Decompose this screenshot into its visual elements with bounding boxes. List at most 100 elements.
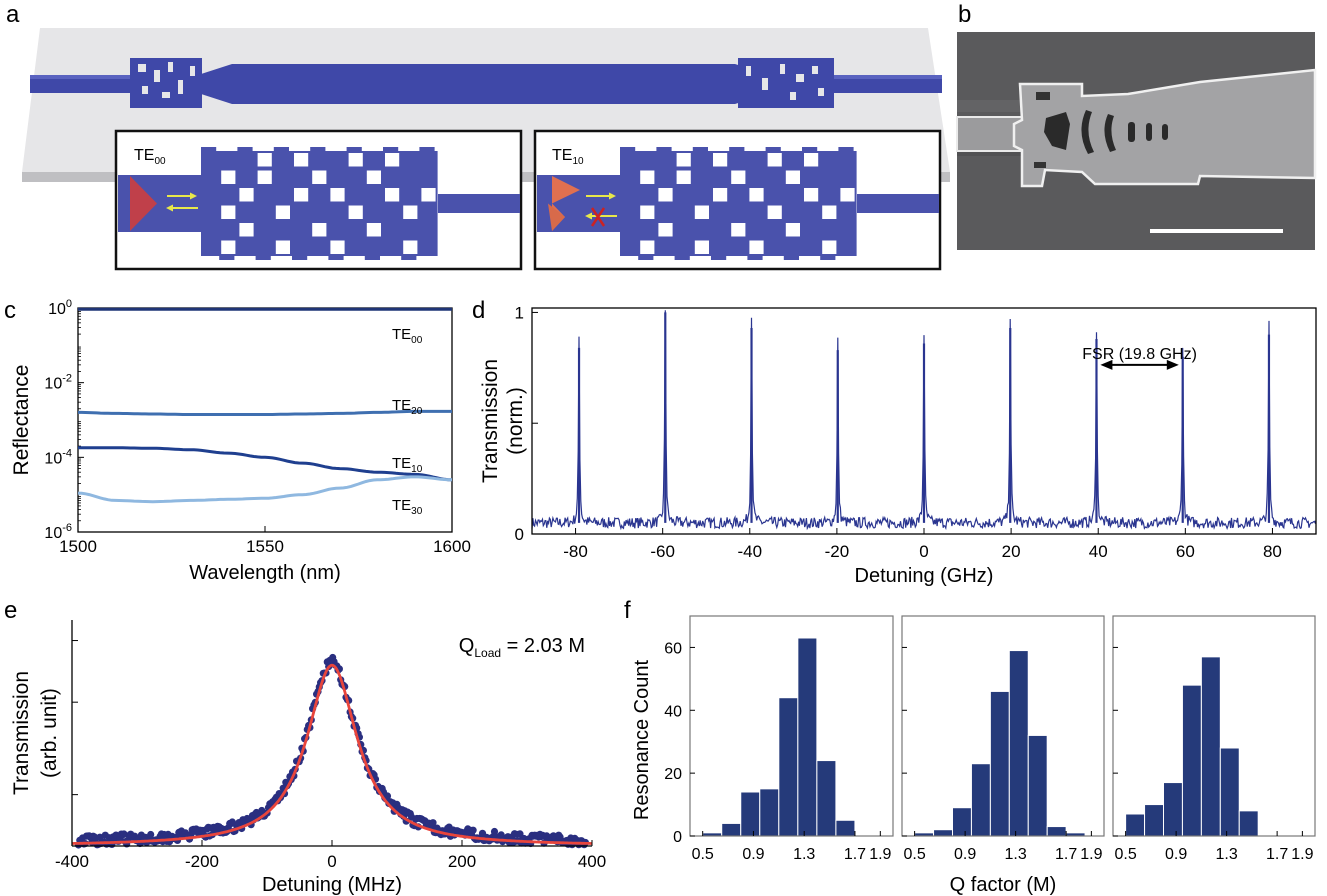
x-tick-label: 0	[327, 852, 336, 871]
q-load-value: = 2.03 M	[501, 635, 585, 657]
x-tick-label: 60	[1176, 542, 1195, 561]
reflector-hole	[731, 170, 746, 184]
x-tick-label: 1500	[59, 537, 97, 556]
lorentzian-fit-line	[72, 663, 592, 845]
y-tick-label: 1	[515, 303, 524, 322]
series-label: TE20	[392, 397, 423, 417]
reflector-notch	[201, 147, 217, 151]
sem-hole	[1146, 123, 1152, 141]
x-tick-label: 1.7	[1266, 846, 1288, 863]
y-tick-label: 10-6	[44, 522, 72, 542]
reflector-hole	[767, 205, 782, 219]
reflector-hole	[640, 240, 655, 254]
histogram-bar	[816, 760, 837, 837]
series-label-name: TE	[392, 497, 411, 514]
x-tick-label: 0.5	[1115, 846, 1137, 863]
y-tick-label: 20	[664, 766, 682, 783]
mode-profile-te00	[130, 176, 157, 231]
mode-profile-te10	[552, 176, 580, 204]
panel-e: e -400 -200 0 200 400 Detuning (MHz) Transmiss…	[4, 597, 606, 896]
sem-hole	[1034, 162, 1046, 168]
y-tick-label: 60	[664, 640, 682, 657]
left-reflector	[130, 58, 202, 108]
histogram-bar	[1144, 804, 1164, 837]
reflector-hole	[694, 240, 709, 254]
reflector-hole	[257, 170, 272, 184]
blocked-cross-icon	[590, 207, 606, 227]
reflector-notch	[692, 147, 708, 151]
reflector-hole	[366, 170, 381, 184]
reflector-hole	[294, 188, 309, 202]
reflector-hole	[785, 170, 800, 184]
x-tick-label: 1.9	[1291, 846, 1313, 863]
y-tick-base: 10	[44, 525, 62, 542]
series-label: TE00	[392, 326, 423, 346]
y-tick-label: 0	[515, 525, 524, 544]
inset-te00: TE00	[114, 129, 523, 271]
series-label-sub: 00	[411, 335, 423, 346]
x-tick-label: 20	[1002, 542, 1021, 561]
histogram-bar	[1125, 813, 1146, 837]
panel-label-d: d	[472, 297, 485, 324]
histogram-2: 0.5 0.9 1.3 1.7 1.9	[901, 615, 1105, 863]
reflector-hole	[403, 240, 418, 254]
panel-label-e: e	[4, 597, 17, 624]
reflector-hole	[330, 188, 345, 202]
reflector-hole	[640, 170, 655, 184]
series-label: TE10	[392, 455, 423, 475]
x-tick-label: 1.9	[1080, 846, 1102, 863]
sem-hole	[1104, 114, 1116, 152]
histogram-3: 0.5 0.9 1.3 1.7 1.9	[1112, 615, 1316, 863]
data-point	[469, 826, 477, 834]
reflector-hole	[348, 205, 363, 219]
x-tick-label: -200	[185, 852, 219, 871]
reflector-hole	[275, 205, 290, 219]
panel-label-b: b	[958, 1, 971, 28]
histogram-bar	[740, 791, 761, 837]
inset-right-mode-label: TE10	[552, 147, 584, 167]
x-tick-label: -80	[563, 542, 588, 561]
reflector-hole	[421, 188, 436, 202]
reflector-hole	[275, 240, 290, 254]
inset-waveguide-in	[537, 175, 622, 232]
y-tick-label: 10-4	[44, 447, 72, 467]
y-tick-exp: -6	[62, 522, 72, 534]
reflector-notch	[765, 147, 781, 151]
q-load-prefix: Q	[459, 635, 475, 657]
reflector-notch	[346, 147, 362, 151]
reflector-notch	[219, 256, 235, 260]
x-tick-label: 0	[919, 542, 928, 561]
histogram-bar	[1163, 782, 1183, 837]
y-axis-label-line1: Transmission	[10, 671, 33, 795]
series-line-te10	[78, 446, 453, 482]
q-load-annotation: QLoad = 2.03 M	[459, 635, 585, 660]
forward-arrow-head	[190, 192, 197, 200]
reflector-notch	[620, 147, 636, 151]
histogram-bar	[1008, 650, 1029, 837]
x-tick-label: 1.3	[793, 846, 815, 863]
lorentzian-fit-chart: -400 -200 0 200 400 Detuning (MHz) Transmissio…	[10, 620, 606, 896]
y-axis-label: Resonance Count	[631, 660, 653, 821]
reflector-notch	[273, 147, 289, 151]
y-tick-label: 10-2	[44, 373, 72, 393]
reflector-hole	[348, 153, 363, 167]
x-tick-label: -40	[737, 542, 762, 561]
reflector-hole	[658, 223, 673, 237]
forward-arrow-head	[609, 192, 616, 200]
x-tick-label: 1.7	[1055, 846, 1077, 863]
reflector-hole	[239, 223, 254, 237]
y-axis-label: Reflectance	[10, 365, 33, 476]
reflector-body	[620, 151, 857, 256]
reflector-notch	[255, 256, 271, 260]
histogram-bar	[778, 697, 799, 837]
series-label-name: TE	[392, 326, 411, 343]
reflected-arrow-head	[585, 212, 592, 220]
panel-a: a	[6, 1, 950, 271]
reflector-hole	[822, 205, 837, 219]
x-tick-label: 80	[1263, 542, 1282, 561]
histogram-bar	[1200, 656, 1221, 837]
sem-hole	[1162, 124, 1168, 140]
mode-profile-te10-shadow	[548, 203, 565, 231]
reflector-notch	[711, 256, 727, 260]
